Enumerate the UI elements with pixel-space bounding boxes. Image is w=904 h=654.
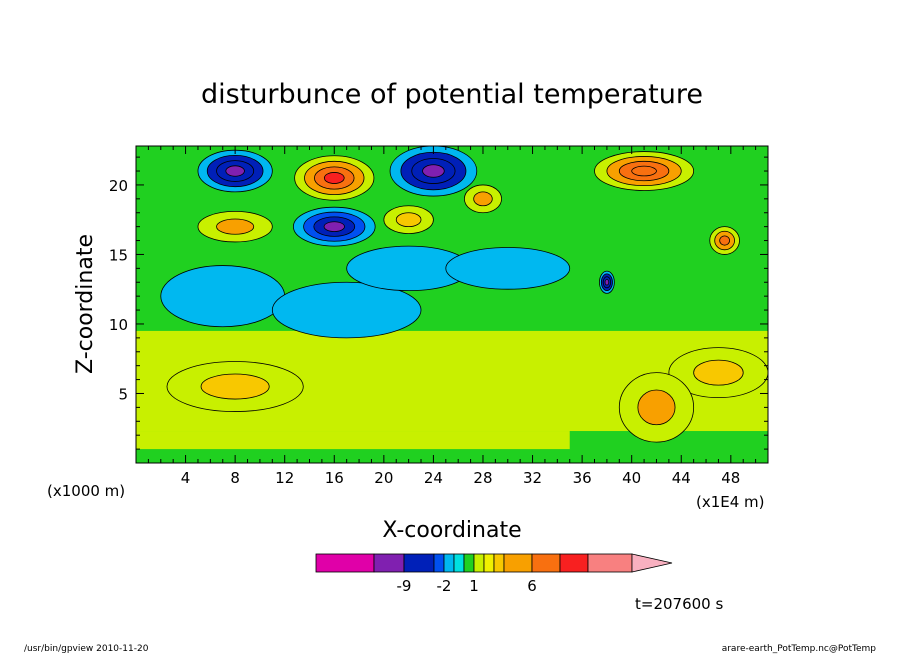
x-tick-label: 44 [672,469,691,487]
contour-region [216,218,255,235]
x-tick-label: 24 [424,469,443,487]
x-unit-label: (x1E4 m) [696,493,765,511]
contour-region [323,172,345,184]
plot-area [135,145,769,464]
colorbar-segment [443,553,455,573]
y-axis-label: Z-coordinate [73,234,98,374]
x-axis-label: X-coordinate [382,518,521,543]
x-tick-label: 32 [523,469,542,487]
y-axis: 5 10 15 20 [109,156,768,450]
contour-region [323,221,345,232]
y-tick-label: 5 [118,385,128,403]
time-label: t=207600 s [635,595,723,613]
y-tick-label: 20 [109,177,128,195]
colorbar-segment [587,553,633,573]
contour-field [136,146,768,450]
colorbar-label: -9 [397,577,412,595]
colorbar-segment [493,553,505,573]
colorbar-label: 1 [469,577,479,595]
x-tick-label: 40 [622,469,641,487]
y-unit-label: (x1000 m) [47,482,125,500]
contour-region [445,247,571,290]
colorbar-segment [463,553,475,573]
colorbar-segment [559,553,589,573]
x-tick-label: 12 [275,469,294,487]
colorbar: -9 -2 1 6 [315,553,673,595]
x-tick-label: 16 [325,469,344,487]
colorbar-segment [531,553,561,573]
colorbar-segment [373,553,405,573]
x-tick-label: 36 [573,469,592,487]
contour-region [160,265,286,328]
x-tick-label: 20 [374,469,393,487]
contour-region [395,212,422,228]
contour-region [422,164,445,178]
colorbar-segment [503,553,533,573]
contour-region [631,165,657,177]
contour-region [719,235,730,246]
colorbar-label: 6 [527,577,537,595]
contour-region [693,359,744,386]
contour-region [637,389,676,426]
contour-region [604,279,610,286]
contour-band [136,431,570,450]
colorbar-arrow [631,553,673,573]
contour-region [473,191,493,207]
x-tick-label: 8 [230,469,240,487]
x-tick-label: 28 [473,469,492,487]
x-axis: 4 8 12 16 20 24 28 32 36 40 44 48 [147,146,757,487]
plot-frame [135,145,769,464]
colorbar-segment [483,553,495,573]
colorbar-label: -2 [437,577,452,595]
colorbar-segment [453,553,465,573]
colorbar-segment [433,553,445,573]
contour-region [271,281,422,339]
chart-title: disturbunce of potential temperature [201,79,703,110]
y-tick-label: 10 [109,316,128,334]
contour-region [200,373,270,400]
x-tick-label: 48 [721,469,740,487]
y-tick-label: 15 [109,246,128,264]
contour-region [225,165,245,177]
footer-right: arare-earth_PotTemp.nc@PotTemp [722,644,877,654]
colorbar-segment [473,553,485,573]
x-tick-label: 4 [181,469,191,487]
colorbar-segment [315,553,375,573]
colorbar-segment [403,553,435,573]
footer-left: /usr/bin/gpview 2010-11-20 [24,644,149,654]
